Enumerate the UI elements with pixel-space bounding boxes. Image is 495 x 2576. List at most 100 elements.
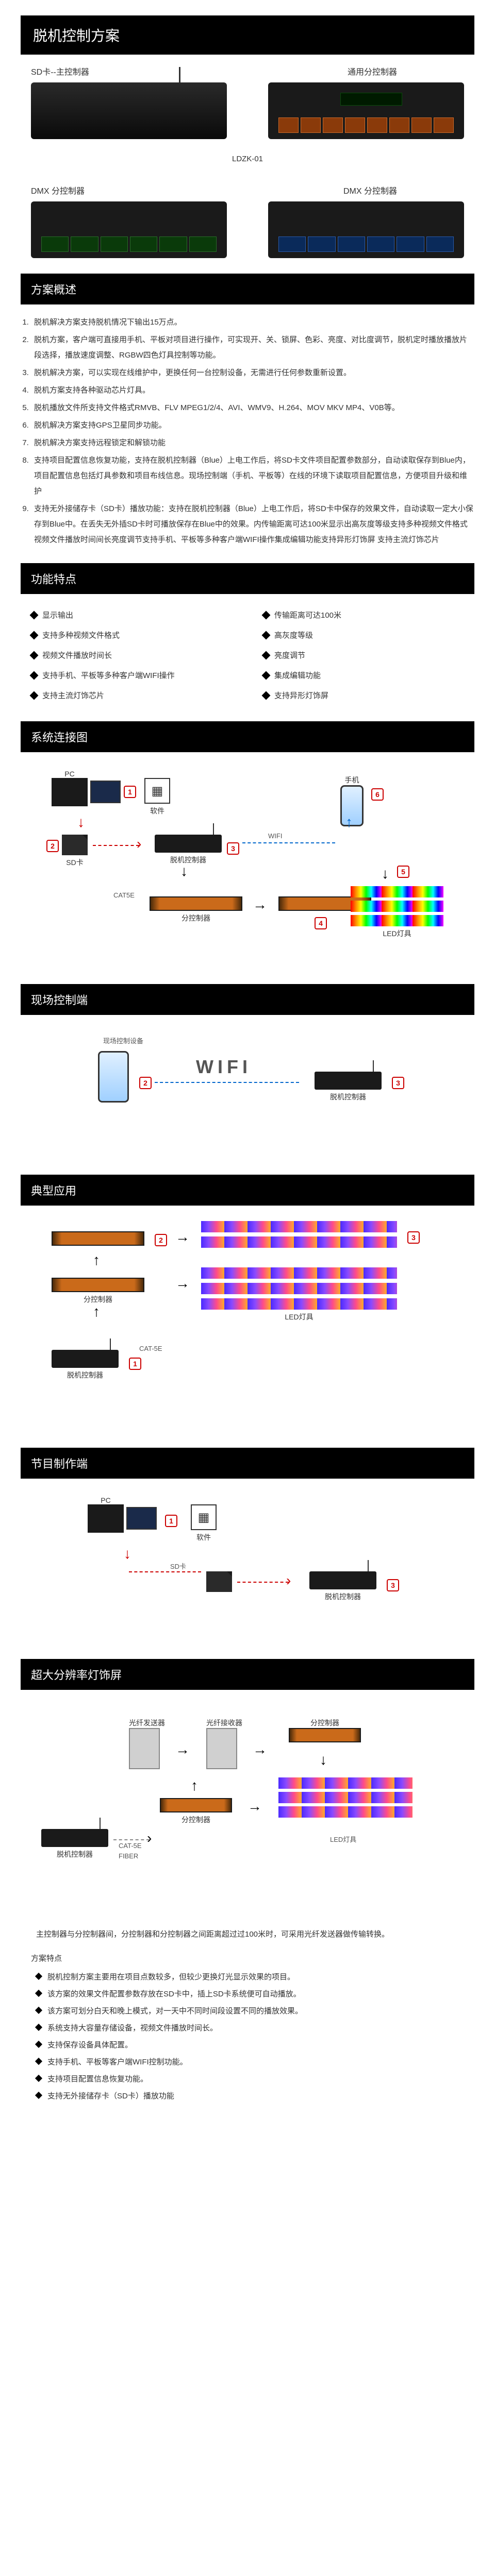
features-grid: 显示输出 传输距离可达100米 支持多种视频文件格式 高灰度等级 视频文件播放时… — [21, 604, 474, 706]
overview-item: 脱机方案支持各种驱动芯片灯具。 — [31, 383, 474, 398]
num-6: 6 — [371, 788, 384, 801]
product-2-label: 通用分控制器 — [258, 65, 474, 77]
footer-item: 支持无外接储存卡（SD卡）播放功能 — [36, 2088, 474, 2105]
list-title: 方案特点 — [21, 1953, 474, 1963]
sub-controller-icon — [52, 1278, 144, 1292]
overview-item: 支持无外接储存卡（SD卡）播放功能：支持在脱机控制器（Blue）上电工作后，将S… — [31, 501, 474, 548]
big-screen-diagram: 光纤发送器 → 光纤接收器 → 分控制器 ↓ → 分控制器 ↑ 脱机控制器 — [21, 1700, 474, 1906]
software-icon: ▦ — [144, 778, 170, 804]
led-strip-icon — [201, 1221, 397, 1232]
router-icon — [155, 835, 222, 853]
sdcard-icon — [62, 835, 88, 855]
sub-controller-icon — [150, 896, 242, 911]
num-3: 3 — [227, 842, 239, 855]
sdcard-icon — [206, 1571, 232, 1592]
router-icon — [315, 1072, 382, 1090]
led-strip-icon — [351, 915, 443, 926]
led-strip-icon — [351, 886, 443, 897]
footer-item: 该方案可划分白天和晚上模式，对一天中不同时间段设置不同的播放效果。 — [36, 2003, 474, 2020]
sub-controller-icon — [52, 1231, 144, 1246]
pc-icon — [88, 1504, 124, 1533]
diamond-icon — [262, 651, 271, 659]
device-universal-sub — [268, 82, 464, 139]
num-3: 3 — [392, 1077, 404, 1089]
router-icon — [52, 1350, 119, 1368]
feature-item: 支持多种视频文件格式 — [31, 630, 232, 640]
device-dmx-2 — [268, 201, 464, 258]
cat5e-label: CAT5E — [113, 891, 135, 899]
feature-item: 支持手机、平板等多种客户端WIFI操作 — [31, 670, 232, 681]
num-2: 2 — [139, 1077, 152, 1089]
diamond-icon — [30, 611, 39, 619]
diamond-icon — [30, 631, 39, 639]
num-2: 2 — [46, 840, 59, 852]
diamond-icon — [30, 671, 39, 680]
footer-list: 脱机控制方案主要用在项目点数较多，但较少更换灯光显示效果的项目。 该方案的效果文… — [21, 1969, 474, 2105]
diagram3-title: 典型应用 — [21, 1175, 474, 1206]
num-1: 1 — [165, 1515, 177, 1527]
overview-item: 脱机解决方案支持GPS卫星同步功能。 — [31, 418, 474, 433]
feature-item: 亮度调节 — [263, 650, 464, 660]
feature-item: 支持主流灯饰芯片 — [31, 690, 232, 701]
sub-controller-icon — [289, 1728, 361, 1742]
feature-item: 集成编辑功能 — [263, 670, 464, 681]
led-strip-icon — [201, 1267, 397, 1279]
production-diagram: PC 1 ▦ 软件 ↓ SD卡 › 脱机控制器 3 — [21, 1489, 474, 1643]
sub-controller-icon — [160, 1798, 232, 1812]
led-strip-icon — [278, 1792, 412, 1803]
site-diagram: 现场控制设备 2 WIFI 脱机控制器 3 — [21, 1025, 474, 1159]
overview-item: 脱机解决方案，可以实现在线维护中，更换任何一台控制设备，无需进行任何参数重新设置… — [31, 365, 474, 381]
wifi-label: WIFI — [268, 832, 282, 840]
diagram4-title: 节目制作端 — [21, 1448, 474, 1479]
diamond-icon — [262, 631, 271, 639]
diamond-icon — [30, 651, 39, 659]
feature-item: 高灰度等级 — [263, 630, 464, 640]
product-3-label: DMX 分控制器 — [21, 184, 237, 196]
overview-list: 脱机解决方案支持脱机情况下输出15万点。 脱机方案，客户端可直接用手机、平板对项… — [21, 315, 474, 548]
overview-item: 脱机解决方案支持远程锁定和解锁功能 — [31, 435, 474, 451]
wifi-big-label: WIFI — [196, 1056, 252, 1078]
cat5e-label: CAT-5E — [119, 1842, 142, 1850]
footer-item: 该方案的效果文件配置参数存放在SD卡中，插上SD卡系统便可自动播放。 — [36, 1986, 474, 2003]
footer-item: 支持手机、平板等客户端WIFI控制功能。 — [36, 2054, 474, 2071]
features-title: 功能特点 — [21, 563, 474, 594]
overview-item: 脱机解决方案支持脱机情况下输出15万点。 — [31, 315, 474, 330]
diagram1-title: 系统连接图 — [21, 721, 474, 752]
num-1: 1 — [124, 786, 136, 798]
overview-item: 脱机方案，客户端可直接用手机、平板对项目进行操作，可实现开、关、锁屏、色彩、亮度… — [31, 332, 474, 363]
footer-item: 支持保存设备具体配置。 — [36, 2037, 474, 2054]
led-strip-icon — [201, 1283, 397, 1294]
feature-item: 传输距离可达100米 — [263, 609, 464, 620]
device-label: 现场控制设备 — [103, 1036, 143, 1045]
feature-item: 显示输出 — [31, 609, 232, 620]
overview-item: 支持项目配置信息恢复功能，支持在脱机控制器（Blue）上电工作后，将SD卡文件项… — [31, 453, 474, 499]
product-grid: SD卡--主控制器 通用分控制器 LDZK-01 DMX 分控制器 DMX 分控… — [21, 65, 474, 258]
fiber-rx-icon — [206, 1728, 237, 1769]
overview-item: 脱机播放文件所支持文件格式RMVB、FLV MPEG1/2/4、AVI、WMV9… — [31, 400, 474, 416]
router-icon — [309, 1571, 376, 1589]
router-icon — [41, 1829, 108, 1847]
pc-icon — [52, 778, 88, 806]
fiber-tx-icon — [129, 1728, 160, 1769]
application-diagram: 2 → 3 ↑ 分控制器 → LED灯具 ↑ CAT-5E 脱机控制器 1 — [21, 1216, 474, 1432]
model-label: LDZK-01 — [21, 155, 474, 163]
product-4-label: DMX 分控制器 — [258, 184, 474, 196]
diagram5-title: 超大分辨率灯饰屏 — [21, 1659, 474, 1690]
diamond-icon — [30, 691, 39, 700]
feature-item: 支持异形灯饰屏 — [263, 690, 464, 701]
num-4: 4 — [315, 917, 327, 929]
led-strip-icon — [278, 1777, 412, 1789]
num-3: 3 — [387, 1579, 399, 1591]
pc-label: PC — [52, 770, 88, 778]
led-strip-icon — [351, 901, 443, 912]
page-title: 脱机控制方案 — [21, 15, 474, 55]
diamond-icon — [262, 611, 271, 619]
device-dmx-1 — [31, 201, 227, 258]
overview-title: 方案概述 — [21, 274, 474, 304]
diamond-icon — [262, 671, 271, 680]
num-5: 5 — [397, 866, 409, 878]
feature-item: 视频文件播放时间长 — [31, 650, 232, 660]
phone-icon — [98, 1051, 129, 1103]
num-3: 3 — [407, 1231, 420, 1244]
sd-label: SD卡 — [170, 1561, 186, 1571]
